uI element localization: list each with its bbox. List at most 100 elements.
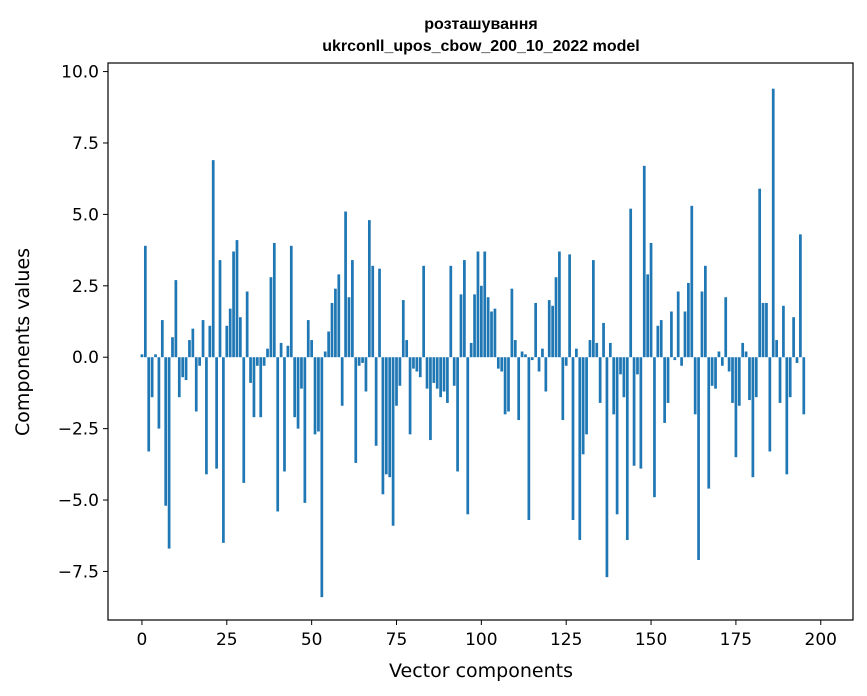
- bar: [354, 357, 358, 463]
- bar: [646, 274, 650, 358]
- bar: [799, 234, 802, 358]
- bar: [598, 357, 602, 403]
- x-tick-label: 200: [805, 630, 837, 650]
- bar: [235, 240, 239, 358]
- bar: [171, 337, 174, 358]
- bar: [690, 205, 694, 358]
- bar: [398, 357, 402, 386]
- bar: [653, 357, 656, 498]
- bar: [605, 357, 609, 578]
- bar: [527, 357, 531, 521]
- bar: [486, 297, 490, 358]
- bar: [340, 357, 344, 406]
- plot-frame: [107, 62, 854, 621]
- x-tick-label: 50: [301, 630, 323, 650]
- bar: [252, 357, 256, 418]
- bar: [327, 331, 330, 358]
- bar: [140, 354, 144, 358]
- bar: [303, 357, 307, 503]
- bar: [167, 357, 171, 549]
- bar: [456, 357, 459, 472]
- bar: [262, 357, 266, 366]
- bar: [639, 357, 643, 469]
- bar: [289, 245, 293, 358]
- bar: [683, 311, 687, 358]
- bar: [310, 340, 314, 358]
- bar: [150, 357, 154, 398]
- bar: [412, 357, 415, 369]
- bar: [157, 357, 161, 429]
- bar: [245, 291, 249, 358]
- bar: [771, 88, 775, 358]
- bar: [524, 354, 527, 358]
- bar: [530, 357, 534, 361]
- bar: [384, 357, 388, 475]
- bar: [242, 357, 246, 483]
- bar: [452, 357, 456, 386]
- bar: [714, 357, 717, 389]
- y-tick-label: 10.0: [61, 63, 99, 83]
- bar: [537, 357, 541, 372]
- x-tick-label: 175: [720, 630, 752, 650]
- bar: [306, 320, 310, 358]
- bar: [391, 357, 395, 526]
- bar: [625, 357, 629, 541]
- bar: [381, 357, 385, 495]
- bar: [693, 357, 697, 415]
- bar: [632, 357, 636, 466]
- bar: [357, 357, 361, 366]
- bar: [334, 288, 337, 358]
- bar: [330, 302, 334, 358]
- bar: [205, 357, 208, 475]
- bar: [571, 357, 575, 521]
- bar: [636, 357, 639, 375]
- bar: [160, 320, 164, 358]
- bar: [191, 328, 195, 358]
- x-tick-label: 25: [216, 630, 238, 650]
- bar: [466, 357, 470, 515]
- bar: [554, 277, 558, 358]
- bar: [761, 302, 765, 358]
- bar: [741, 342, 745, 358]
- bar: [717, 351, 721, 358]
- bar: [313, 357, 317, 435]
- bar: [564, 357, 568, 366]
- bar: [439, 357, 442, 398]
- bar: [449, 265, 453, 358]
- bar: [680, 357, 683, 366]
- x-tick-label: 125: [550, 630, 582, 650]
- bar: [147, 357, 151, 452]
- y-tick-label: 5.0: [72, 205, 99, 225]
- bar: [687, 282, 690, 358]
- bar: [388, 357, 392, 478]
- bar: [754, 357, 758, 398]
- bar: [401, 300, 405, 358]
- bar: [608, 342, 612, 358]
- bar: [792, 317, 795, 358]
- bar: [364, 357, 368, 392]
- y-tick-label: 0.0: [72, 348, 99, 368]
- bar: [367, 220, 371, 358]
- bar: [395, 357, 398, 406]
- bar: [520, 351, 524, 358]
- bar: [642, 165, 646, 358]
- bar: [724, 297, 728, 358]
- bar: [344, 211, 347, 358]
- bar: [720, 357, 724, 366]
- bar: [211, 160, 215, 358]
- bar: [442, 357, 446, 392]
- bar: [619, 357, 622, 375]
- bar: [490, 311, 493, 358]
- bar: [795, 357, 799, 363]
- bar: [778, 357, 782, 403]
- bar: [602, 322, 605, 358]
- bar: [225, 325, 229, 358]
- bar: [510, 288, 514, 358]
- bar: [266, 348, 269, 358]
- bar: [154, 354, 157, 358]
- bar: [255, 357, 259, 366]
- bar: [476, 251, 480, 358]
- bar: [673, 357, 677, 361]
- bar: [164, 357, 168, 506]
